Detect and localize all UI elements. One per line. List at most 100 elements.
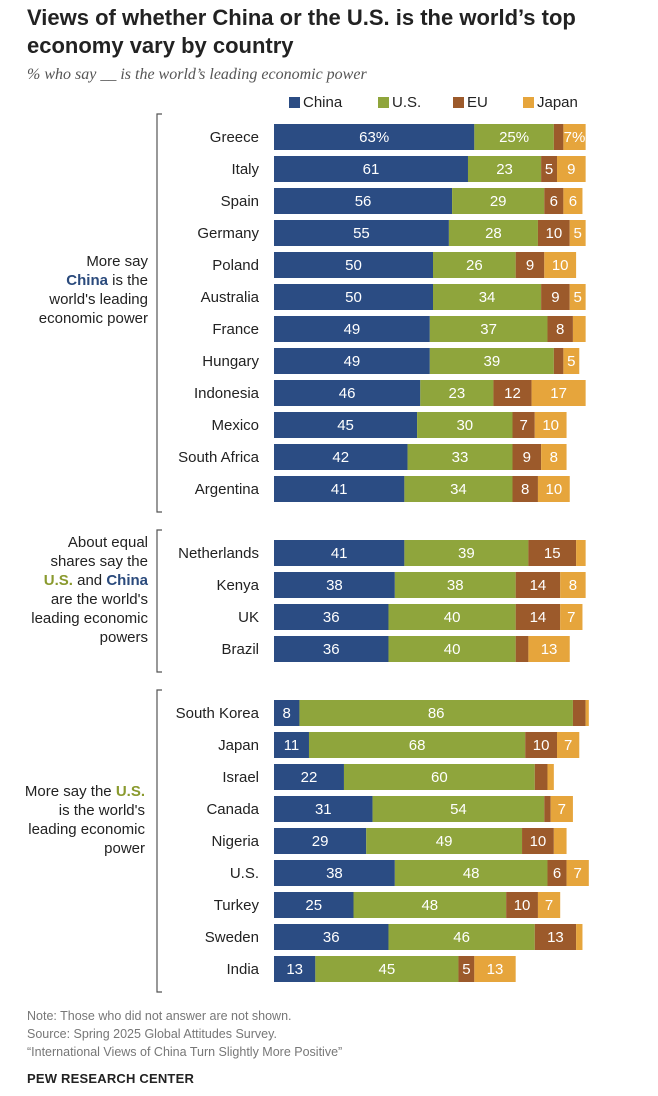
bar-value-label-eu: 10 bbox=[514, 897, 531, 914]
bar-value-label-us: 45 bbox=[379, 961, 396, 978]
bar-segment-china bbox=[274, 796, 373, 822]
bar-value-label-eu: 13 bbox=[547, 929, 564, 946]
bar-segment-japan bbox=[569, 284, 586, 310]
group1-highlight: China bbox=[66, 272, 108, 289]
bar-segment-eu bbox=[541, 284, 570, 310]
bar-segment-japan bbox=[544, 252, 577, 278]
bar-value-label-china: 11 bbox=[284, 737, 300, 754]
bar-segment-eu bbox=[512, 444, 542, 470]
bar-value-label-us: 46 bbox=[453, 929, 470, 946]
country-label: South Africa bbox=[178, 449, 260, 466]
bar-segment-eu bbox=[547, 860, 567, 886]
country-label: Germany bbox=[197, 225, 259, 242]
bar-value-label-us: 30 bbox=[456, 417, 473, 434]
footer-brand: PEW RESEARCH CENTER bbox=[27, 1071, 195, 1086]
bar-value-label-china: 38 bbox=[326, 865, 343, 882]
group3-pre: More say the bbox=[24, 783, 112, 800]
chart-title: Views of whether China or the U.S. is th… bbox=[27, 5, 576, 58]
bar-value-label-japan: 7% bbox=[564, 129, 586, 146]
country-label: Canada bbox=[206, 801, 259, 818]
bar-value-label-eu: 15 bbox=[544, 545, 561, 562]
bar-value-label-china: 25 bbox=[305, 897, 322, 914]
bar-value-label-japan: 7 bbox=[574, 865, 582, 882]
bar-segment-us bbox=[394, 860, 548, 886]
legend-label-eu: EU bbox=[467, 94, 488, 111]
country-label: Japan bbox=[218, 737, 259, 754]
bar-value-label-china: 61 bbox=[363, 161, 380, 178]
bar-segment-us bbox=[353, 892, 507, 918]
bar-segment-japan bbox=[557, 732, 580, 758]
source-text: Source: Spring 2025 Global Attitudes Sur… bbox=[27, 1027, 277, 1041]
legend-item-us: U.S. bbox=[378, 94, 421, 111]
legend-item-japan: Japan bbox=[523, 94, 578, 111]
bar-value-label-eu: 8 bbox=[556, 321, 564, 338]
bar-value-label-japan: 9 bbox=[567, 161, 575, 178]
group1-pre: More say bbox=[86, 253, 148, 270]
legend-item-eu: EU bbox=[453, 94, 488, 111]
bar-segment-china bbox=[274, 604, 389, 630]
bar-value-label-us: 23 bbox=[449, 385, 466, 402]
bar-segment-japan bbox=[585, 700, 589, 726]
bar-value-label-japan: 5 bbox=[574, 225, 582, 242]
bar-segment-china bbox=[274, 476, 405, 502]
country-label: UK bbox=[238, 609, 259, 626]
bar-segment-china bbox=[274, 348, 430, 374]
bar-segment-china bbox=[274, 316, 430, 342]
bar-value-label-china: 31 bbox=[315, 801, 332, 818]
country-label: Spain bbox=[221, 193, 259, 210]
bar-value-label-eu: 6 bbox=[553, 865, 561, 882]
bar-value-label-us: 37 bbox=[480, 321, 497, 338]
bar-segment-us bbox=[467, 156, 542, 182]
legend-swatch-eu bbox=[453, 97, 464, 108]
group-bracket bbox=[156, 113, 162, 513]
group-label-china: More say China is the world's leading ec… bbox=[20, 252, 148, 328]
group2-mid: and bbox=[77, 572, 103, 589]
bar-segment-eu bbox=[522, 828, 554, 854]
bar-segment-eu bbox=[544, 188, 564, 214]
country-label: Greece bbox=[210, 129, 259, 146]
bar-segment-china bbox=[274, 540, 405, 566]
country-label: Indonesia bbox=[194, 385, 260, 402]
bar-segment-china bbox=[274, 380, 421, 406]
notes: Note: Those who did not answer are not s… bbox=[27, 1007, 342, 1061]
bar-segment-us bbox=[388, 636, 516, 662]
country-label: Sweden bbox=[205, 929, 259, 946]
report-text: “International Views of China Turn Sligh… bbox=[27, 1045, 343, 1059]
bar-segment-eu bbox=[541, 156, 558, 182]
group1-post: is the world's leading economic power bbox=[38, 272, 148, 327]
bar-value-label-eu: 9 bbox=[551, 289, 559, 306]
country-label: South Korea bbox=[176, 705, 260, 722]
bar-value-label-china: 36 bbox=[323, 929, 340, 946]
group2-pre: About equal shares say the bbox=[50, 534, 148, 570]
bar-value-label-us: 23 bbox=[496, 161, 513, 178]
bar-segment-eu bbox=[544, 796, 551, 822]
bar-segment-japan bbox=[563, 348, 580, 374]
bar-value-label-us: 40 bbox=[444, 609, 461, 626]
bar-segment-china bbox=[274, 636, 389, 662]
bar-segment-china bbox=[274, 156, 468, 182]
country-label: Argentina bbox=[195, 481, 260, 498]
bar-value-label-china: 22 bbox=[301, 769, 318, 786]
bar-value-label-china: 8 bbox=[283, 705, 291, 722]
bar-value-label-japan: 6 bbox=[569, 193, 577, 210]
group2-highlight-us: U.S. bbox=[43, 572, 73, 589]
bar-segment-china bbox=[274, 860, 395, 886]
bar-value-label-china: 42 bbox=[332, 449, 349, 466]
bar-segment-china bbox=[274, 412, 418, 438]
bar-segment-us bbox=[404, 540, 529, 566]
bar-segment-japan bbox=[528, 636, 570, 662]
bar-value-label-china: 55 bbox=[353, 225, 370, 242]
bar-segment-us bbox=[315, 956, 459, 982]
bar-value-label-us: 33 bbox=[452, 449, 469, 466]
bar-segment-eu bbox=[493, 380, 532, 406]
bar-segment-eu bbox=[547, 316, 573, 342]
bar-segment-japan bbox=[541, 444, 567, 470]
bar-value-label-us: 25% bbox=[499, 129, 529, 146]
note-text: Note: Those who did not answer are not s… bbox=[27, 1009, 292, 1023]
bar-segment-us bbox=[474, 124, 554, 150]
bar-value-label-japan: 5 bbox=[574, 289, 582, 306]
bar-value-label-china: 38 bbox=[326, 577, 343, 594]
bar-segment-eu bbox=[515, 636, 529, 662]
bar-value-label-eu: 6 bbox=[550, 193, 558, 210]
